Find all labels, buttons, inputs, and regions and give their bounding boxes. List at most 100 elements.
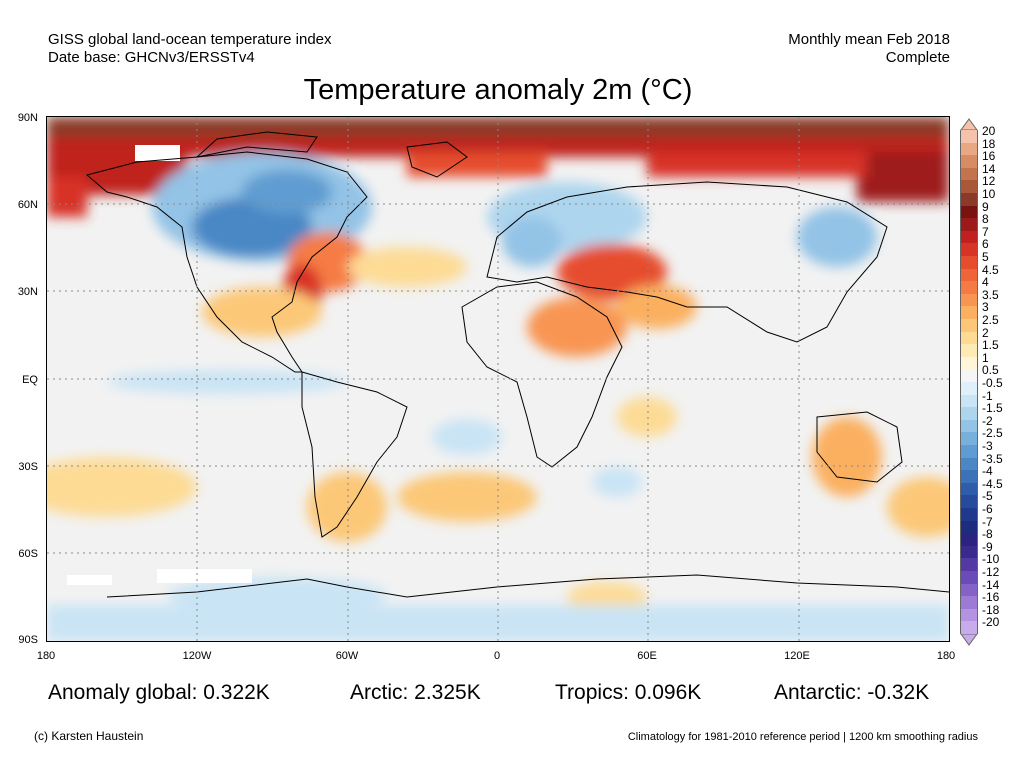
colorbar-label: 18 xyxy=(982,136,996,151)
colorbar-label: -7 xyxy=(982,514,993,529)
colorbar-cell xyxy=(960,596,978,609)
colorbar-top-arrow xyxy=(960,118,978,130)
colorbar-label: -4.5 xyxy=(982,476,1003,491)
colorbar-label: -20 xyxy=(982,615,1000,630)
colorbar-label: -2.5 xyxy=(982,426,1003,441)
colorbar-cell xyxy=(960,369,978,382)
colorbar-cell xyxy=(960,545,978,559)
header-left: GISS global land-ocean temperature index… xyxy=(48,31,332,67)
colorbar-cell xyxy=(960,608,978,622)
colorbar-cell xyxy=(960,583,978,597)
colorbar-cell xyxy=(960,407,978,420)
colorbar-label: 3 xyxy=(982,300,989,315)
colorbar-cell xyxy=(960,142,978,156)
colorbar-cell xyxy=(960,180,978,193)
colorbar-cell xyxy=(960,344,978,357)
anomaly-shading xyxy=(47,117,949,641)
colorbar-cell xyxy=(960,268,978,282)
colorbar-label: 1.5 xyxy=(982,338,999,353)
colorbar-label: 20 xyxy=(982,124,996,138)
coastlines xyxy=(85,131,949,598)
colorbar-cell xyxy=(960,193,978,206)
lon-label-120e: 120E xyxy=(784,650,810,662)
credit: (c) Karsten Haustein xyxy=(34,729,144,743)
colorbar-label: 1 xyxy=(982,350,989,365)
colorbar-cell xyxy=(960,571,978,584)
colorbar-cell xyxy=(960,382,978,395)
colorbar-cell xyxy=(960,230,978,244)
colorbar-label: -18 xyxy=(982,602,1000,617)
colorbar-label: 2.5 xyxy=(982,313,999,327)
colorbar-cell xyxy=(960,432,978,445)
anomaly-map-canvas xyxy=(47,117,949,641)
lon-label-0: 0 xyxy=(493,650,501,662)
lat-label-60n: 60N xyxy=(17,199,38,211)
colorbar-label: -10 xyxy=(982,552,1000,567)
colorbar-cell xyxy=(960,281,978,294)
colorbar-label: -3 xyxy=(982,439,993,453)
lat-label-90n: 90N xyxy=(17,112,38,124)
colorbar-bottom-arrow xyxy=(960,634,978,646)
colorbar-label: -5 xyxy=(982,489,993,504)
period-label: Monthly mean Feb 2018 xyxy=(788,31,950,48)
colorbar-cell xyxy=(960,419,978,433)
colorbar-cell xyxy=(960,155,978,168)
colorbar-cell xyxy=(960,218,978,231)
colorbar-label: -6 xyxy=(982,502,993,516)
colorbar-cell xyxy=(960,243,978,256)
eurasia-coast xyxy=(486,181,888,343)
colorbar-label: 2 xyxy=(982,325,989,340)
lat-label-eq: EQ xyxy=(22,374,38,386)
colorbar-cell xyxy=(960,520,978,534)
colorbar-label: -14 xyxy=(982,577,1000,592)
colorbar-cell xyxy=(960,256,978,269)
australia-coast xyxy=(816,411,903,483)
colorbar-label: 10 xyxy=(982,187,996,201)
colorbar-cell xyxy=(960,508,978,521)
arctic-islands-coast xyxy=(195,131,318,158)
colorbar-label: 7 xyxy=(982,224,989,239)
colorbar-cell xyxy=(960,621,978,634)
colorbar-label: 12 xyxy=(982,174,996,189)
colorbar-cell xyxy=(960,470,978,483)
lon-label-180e: 180 xyxy=(936,650,956,662)
lon-label-60e: 60E xyxy=(637,650,657,662)
colorbar-cell xyxy=(960,495,978,508)
colorbar-cell xyxy=(960,457,978,471)
status-label: Complete xyxy=(885,49,950,66)
colorbar-label: 16 xyxy=(982,149,996,164)
lat-label-30s: 30S xyxy=(18,461,38,473)
colorbar-cell xyxy=(960,482,978,496)
colorbar-cell xyxy=(960,130,978,143)
colorbar-label: 14 xyxy=(982,161,996,176)
south-america-coast xyxy=(301,371,408,538)
colorbar-label: -2 xyxy=(982,413,993,428)
colorbar-label: 0.5 xyxy=(982,363,999,378)
colorbar-label: 6 xyxy=(982,237,989,252)
anomaly-tropics: Tropics: 0.096K xyxy=(555,681,702,704)
colorbar-cell xyxy=(960,445,978,458)
colorbar-label: -0.5 xyxy=(982,376,1003,390)
colorbar-label: -16 xyxy=(982,590,1000,605)
lon-label-180w: 180 xyxy=(36,650,56,662)
lon-label-60w: 60W xyxy=(335,650,359,662)
dataset-base: Date base: GHCNv3/ERSSTv4 xyxy=(48,49,255,66)
colorbar-cell xyxy=(960,558,978,571)
colorbar-label: -9 xyxy=(982,539,993,554)
colorbar-label: 4.5 xyxy=(982,262,999,277)
lon-label-120w: 120W xyxy=(182,650,212,662)
anomaly-map xyxy=(46,116,950,642)
lat-label-90s: 90S xyxy=(18,634,38,646)
colorbar-label: -3.5 xyxy=(982,451,1003,466)
colorbar-cell xyxy=(960,356,978,370)
missing-data-patch xyxy=(135,145,180,161)
colorbar-label: -4 xyxy=(982,464,993,479)
colorbar-cell xyxy=(960,205,978,219)
colorbar-label: 9 xyxy=(982,199,989,214)
colorbar-cell xyxy=(960,306,978,319)
colorbar-label: -1 xyxy=(982,388,993,403)
anomaly-global: Anomaly global: 0.322K xyxy=(48,681,270,704)
colorbar-label: 8 xyxy=(982,212,989,227)
colorbar-cell xyxy=(960,394,978,408)
graticule xyxy=(47,117,949,641)
